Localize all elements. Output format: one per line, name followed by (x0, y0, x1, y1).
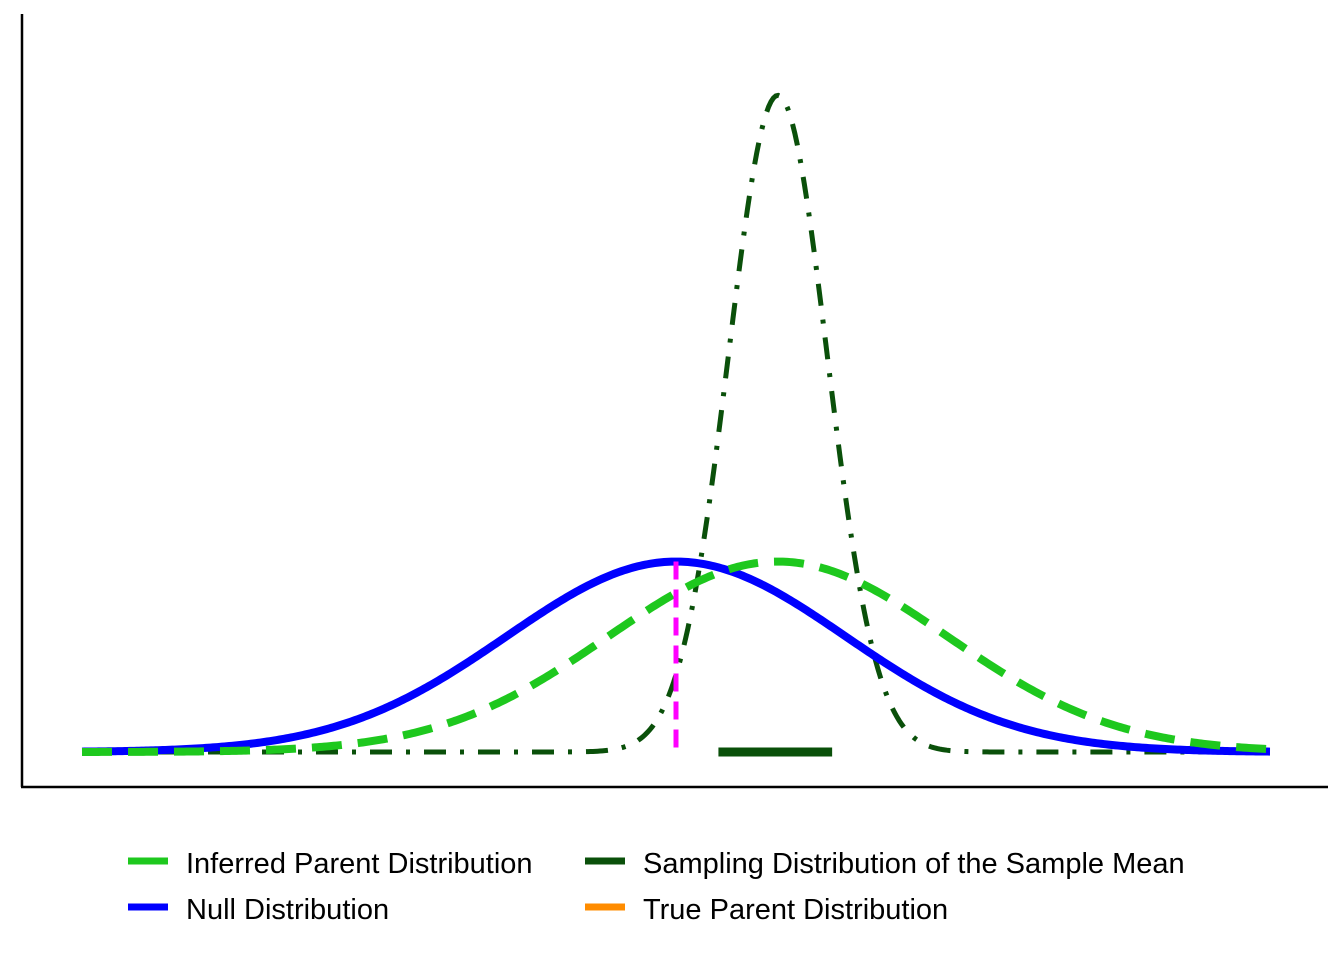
plot-area (20, 14, 1328, 789)
legend: Inferred Parent Distribution Sampling Di… (128, 848, 1185, 926)
legend-item-inferred-parent: Inferred Parent Distribution (128, 848, 533, 880)
legend-label-inferred-parent: Inferred Parent Distribution (186, 848, 533, 880)
legend-label-sampling-distribution: Sampling Distribution of the Sample Mean (643, 848, 1185, 880)
legend-item-sampling-distribution: Sampling Distribution of the Sample Mean (585, 848, 1185, 880)
legend-label-null-distribution: Null Distribution (186, 894, 389, 926)
annotation-layer (673, 561, 833, 757)
legend-item-true-parent: True Parent Distribution (585, 894, 948, 926)
series-line-inferred-parent-distribution (81, 557, 1271, 756)
legend-label-true-parent: True Parent Distribution (643, 894, 948, 926)
legend-item-null-distribution: Null Distribution (128, 894, 389, 926)
